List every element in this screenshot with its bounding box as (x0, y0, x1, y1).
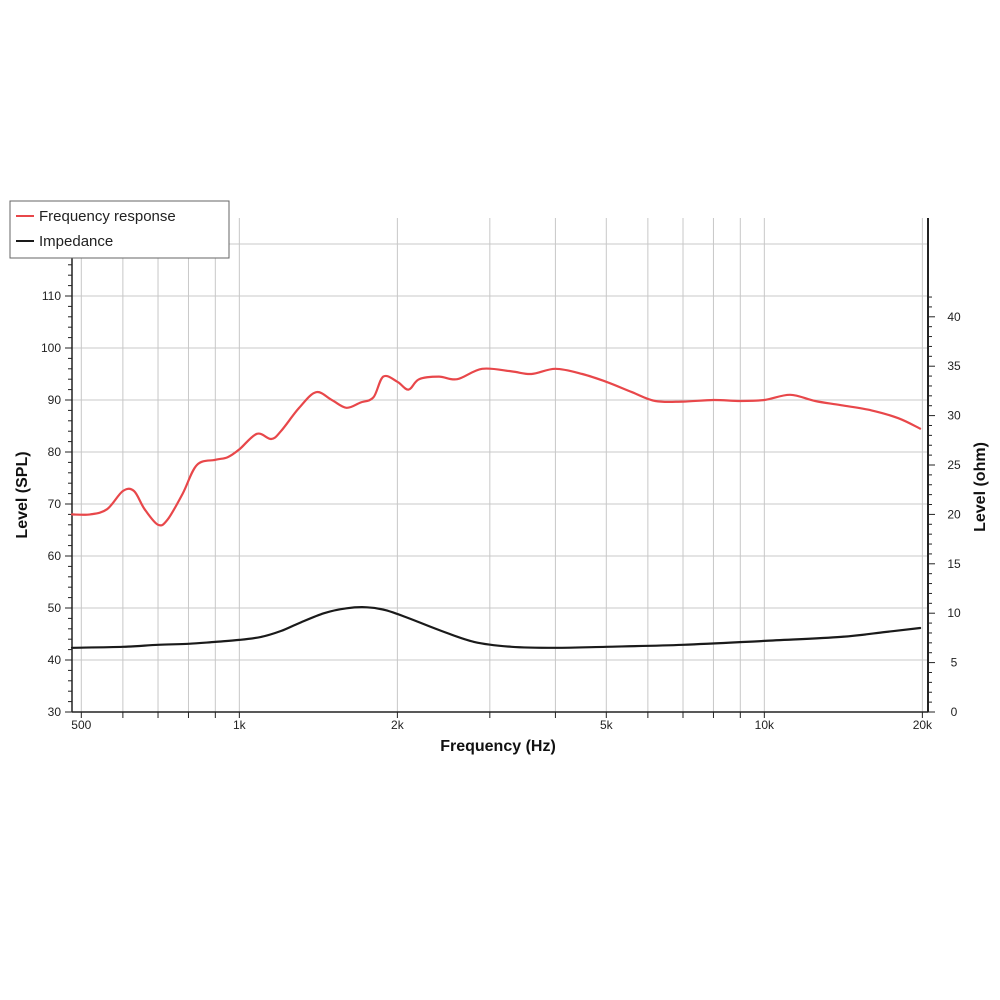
series-lines (70, 367, 922, 649)
grid-lines (72, 218, 928, 713)
tick-labels: 5001k2k5k10k20k3040506070809010011012005… (41, 237, 961, 732)
x-axis-title: Frequency (Hz) (440, 738, 556, 755)
axes (65, 218, 935, 718)
y-left-tick-label: 80 (48, 445, 62, 459)
y-left-tick-label: 110 (42, 289, 61, 303)
y-left-tick-label: 60 (48, 549, 62, 563)
legend: Frequency response Impedance (9, 200, 230, 259)
series-line-frequency-response (70, 367, 922, 527)
series-line-impedance (70, 606, 922, 649)
y-left-tick-label: 70 (48, 497, 62, 511)
x-tick-label: 10k (755, 718, 775, 732)
x-tick-label: 5k (600, 718, 614, 732)
y-left-axis-title: Level (SPL) (14, 451, 31, 538)
x-tick-label: 1k (233, 718, 247, 732)
y-right-tick-label: 20 (947, 507, 961, 521)
x-tick-label: 2k (391, 718, 405, 732)
x-tick-label: 20k (913, 718, 933, 732)
legend-label-impedance: Impedance (39, 233, 113, 250)
y-right-tick-label: 30 (947, 409, 961, 423)
legend-box (9, 200, 230, 259)
y-right-tick-label: 40 (947, 310, 961, 324)
x-tick-label: 500 (71, 718, 91, 732)
y-left-tick-label: 100 (41, 341, 61, 355)
y-left-tick-label: 40 (48, 653, 62, 667)
y-left-tick-label: 90 (48, 393, 62, 407)
y-right-tick-label: 25 (947, 458, 961, 472)
y-right-tick-label: 0 (951, 705, 958, 719)
y-right-axis-title: Level (ohm) (972, 442, 989, 532)
y-right-tick-label: 5 (951, 656, 958, 670)
y-right-tick-label: 35 (947, 359, 961, 373)
y-right-tick-label: 10 (947, 606, 961, 620)
y-left-tick-label: 50 (48, 601, 62, 615)
legend-label-frequency-response: Frequency response (39, 208, 176, 225)
y-right-tick-label: 15 (947, 557, 961, 571)
y-left-tick-label: 30 (48, 705, 62, 719)
